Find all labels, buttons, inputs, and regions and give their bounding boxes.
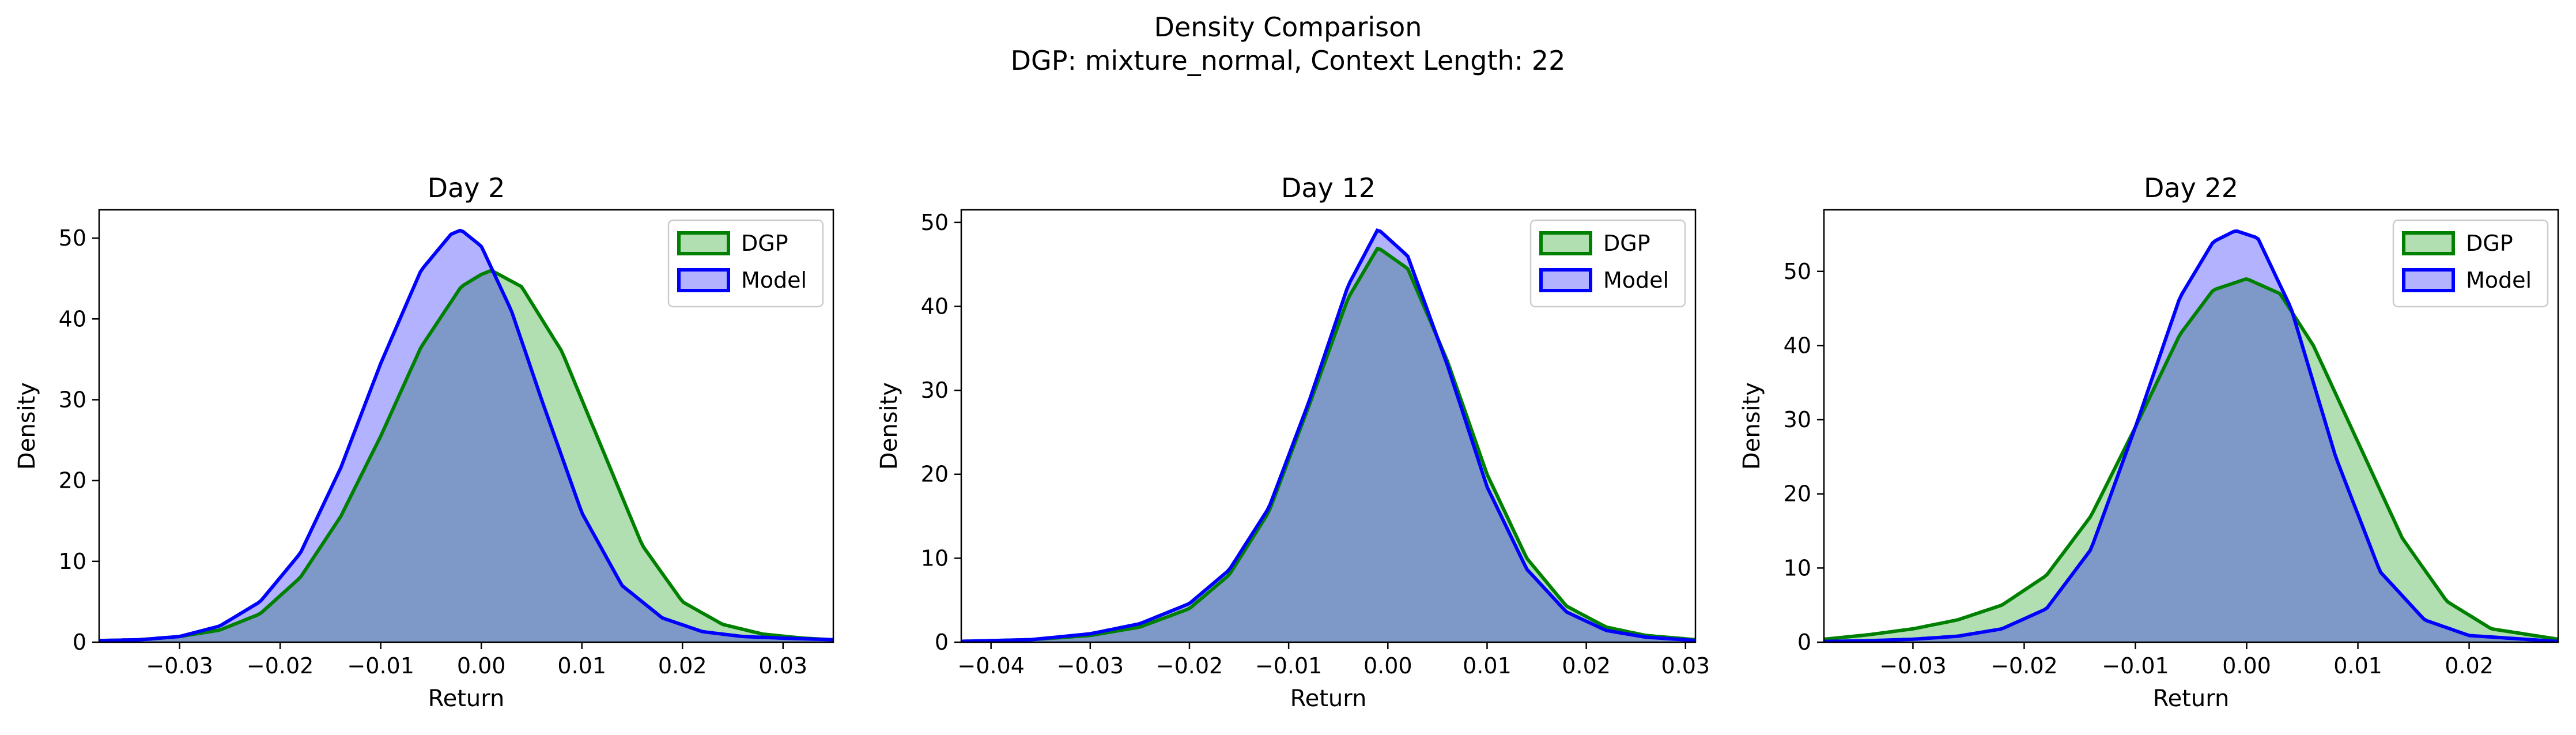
legend-label: DGP (741, 231, 788, 256)
y-tick-label: 10 (59, 549, 86, 574)
dgp-density-line (99, 269, 833, 642)
x-tick-label: 0.01 (1463, 653, 1512, 679)
y-tick-label: 20 (1784, 481, 1811, 507)
x-tick-label: −0.02 (1990, 653, 2057, 679)
panel-title: Day 2 (428, 172, 505, 203)
x-tick-label: 0.00 (2222, 653, 2271, 679)
y-tick-label: 0 (1797, 630, 1811, 655)
chart-panel-2: −0.04 −0.03 −0.02 −0.01 0.00 0.01 0.02 0.03 0 10 2… (876, 172, 1710, 712)
y-tick-label: 50 (1784, 259, 1811, 284)
legend: DGP Model (667, 219, 824, 308)
plot-area-2 (961, 228, 1695, 642)
y-tick-label: 30 (921, 378, 949, 403)
x-axis-label: Return (1290, 685, 1367, 712)
plot-area-3 (1824, 229, 2558, 642)
y-axis-label: Density (14, 382, 40, 470)
x-tick-label: 0.03 (1661, 653, 1710, 679)
axes-frame (960, 209, 1697, 643)
x-tick-label: 0.00 (1363, 653, 1412, 679)
y-tick-label: 20 (59, 468, 86, 493)
y-tick-label: 30 (59, 387, 86, 412)
y-tick-label: 0 (935, 630, 949, 655)
y-tick-label: 0 (73, 630, 86, 655)
x-tick-label: 0.02 (2445, 653, 2494, 679)
legend: DGP Model (2392, 219, 2549, 308)
chart-panel-1: −0.03 −0.02 −0.01 0.00 0.01 0.02 0.03 0 10 20 30 40… (14, 172, 834, 712)
figure-title-line-1: Density Comparison (1154, 12, 1422, 43)
legend-swatch (2402, 231, 2455, 255)
x-tick-label: −0.04 (957, 653, 1024, 679)
y-tick-label: 40 (59, 306, 86, 331)
panel-title: Day 12 (1281, 172, 1376, 203)
legend-label: DGP (2466, 231, 2513, 256)
legend-label: Model (2466, 267, 2532, 293)
x-tick-label: 0.01 (2333, 653, 2382, 679)
x-tick-label: 0.02 (1562, 653, 1611, 679)
x-axis-label: Return (428, 685, 505, 712)
legend-swatch (677, 268, 730, 292)
model-density-line (961, 228, 1695, 642)
y-axis-label: Density (876, 382, 902, 470)
model-density-line (1824, 229, 2558, 642)
x-tick-label: −0.03 (146, 653, 213, 679)
x-tick-label: −0.02 (247, 653, 313, 679)
legend-label: Model (741, 267, 807, 293)
overlap-density-area (961, 248, 1695, 642)
x-tick-label: −0.01 (347, 653, 414, 679)
x-axis-label: Return (2153, 685, 2230, 712)
chart-panel-3: −0.03 −0.02 −0.01 0.00 0.01 0.02 0 10 20 30 40 50 Re… (1739, 172, 2559, 712)
x-tick-label: 0.02 (658, 653, 707, 679)
x-tick-label: −0.02 (1156, 653, 1223, 679)
legend-label: Model (1603, 267, 1669, 293)
overlap-density-area (1824, 279, 2558, 642)
legend-label: DGP (1603, 231, 1650, 256)
legend-swatch (677, 231, 730, 255)
legend-swatch (2402, 268, 2455, 292)
x-tick-label: −0.01 (1255, 653, 1322, 679)
x-tick-label: −0.03 (1057, 653, 1124, 679)
legend-swatch (1539, 231, 1592, 255)
y-tick-label: 10 (921, 545, 949, 571)
x-tick-label: −0.01 (2102, 653, 2169, 679)
overlap-density-area (99, 270, 833, 642)
y-tick-label: 40 (1784, 333, 1811, 358)
dgp-density-line (1824, 277, 2558, 641)
y-tick-label: 50 (921, 210, 949, 235)
x-tick-label: 0.00 (457, 653, 506, 679)
figure-title-line-2: DGP: mixture_normal, Context Length: 22 (1010, 45, 1566, 76)
y-tick-label: 20 (921, 462, 949, 487)
y-tick-label: 40 (921, 293, 949, 319)
y-tick-label: 50 (59, 225, 86, 251)
axes-frame (98, 209, 834, 643)
legend-swatch (1539, 268, 1592, 292)
y-axis-label: Density (1739, 382, 1765, 470)
plot-area-1 (99, 228, 833, 642)
y-tick-label: 30 (1784, 407, 1811, 432)
axes-frame (1823, 209, 2559, 643)
panel-title: Day 22 (2144, 172, 2238, 203)
x-tick-label: 0.01 (557, 653, 606, 679)
legend: DGP Model (1529, 219, 1686, 308)
x-tick-label: −0.03 (1879, 653, 1946, 679)
figure-title: Density Comparison DGP: mixture_normal, … (0, 10, 2576, 77)
x-tick-label: 0.03 (758, 653, 807, 679)
y-tick-label: 10 (1784, 555, 1811, 581)
model-density-line (99, 228, 833, 642)
